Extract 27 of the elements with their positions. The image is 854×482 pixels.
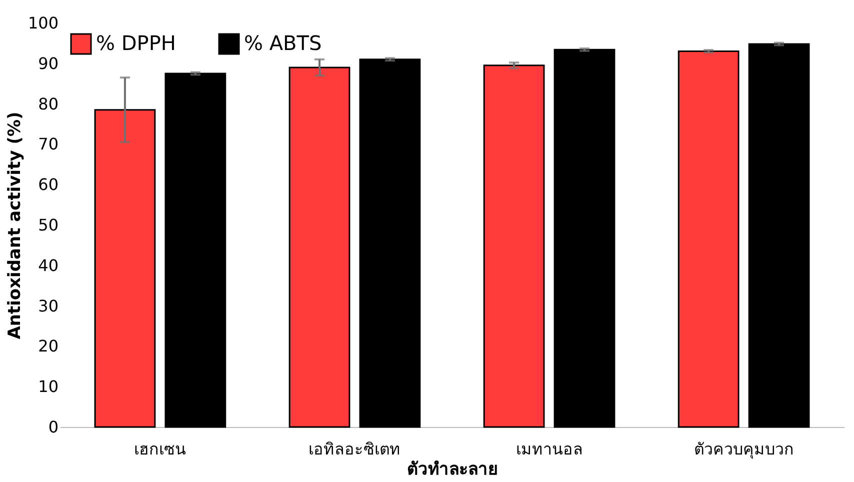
legend-label: % DPPH [96, 31, 176, 55]
bar [288, 66, 350, 428]
bar [748, 43, 810, 428]
y-tick-label: 80 [38, 94, 58, 114]
y-tick-label: 70 [38, 134, 58, 154]
x-tick-label: ตัวควบคุมบวก [694, 440, 794, 460]
bar [678, 50, 740, 428]
y-tick-label: 0 [48, 418, 58, 436]
x-axis-title: ตัวทำละลาย [407, 460, 498, 480]
y-tick-label: 90 [38, 54, 58, 73]
y-axis-title: Antioxidant activity (%) [4, 112, 25, 340]
y-tick-label: 60 [38, 175, 58, 194]
y-tick-label: 30 [38, 296, 58, 316]
y-tick-label: 10 [38, 377, 58, 396]
y-tick-label: 40 [38, 256, 58, 275]
bar [554, 48, 616, 428]
bar [164, 72, 226, 428]
x-tick-label: เมทานอล [516, 440, 583, 458]
x-tick-label: เอทิลอะซิเตท [308, 440, 401, 458]
y-tick-label: 100 [28, 14, 58, 32]
y-tick-label: 20 [38, 336, 58, 356]
bar [483, 64, 545, 428]
x-tick-label: เฮกเซน [134, 440, 186, 458]
y-tick-label: 50 [38, 216, 58, 234]
legend-label: % ABTS [244, 31, 322, 55]
bar [359, 58, 421, 428]
bar [94, 109, 156, 428]
